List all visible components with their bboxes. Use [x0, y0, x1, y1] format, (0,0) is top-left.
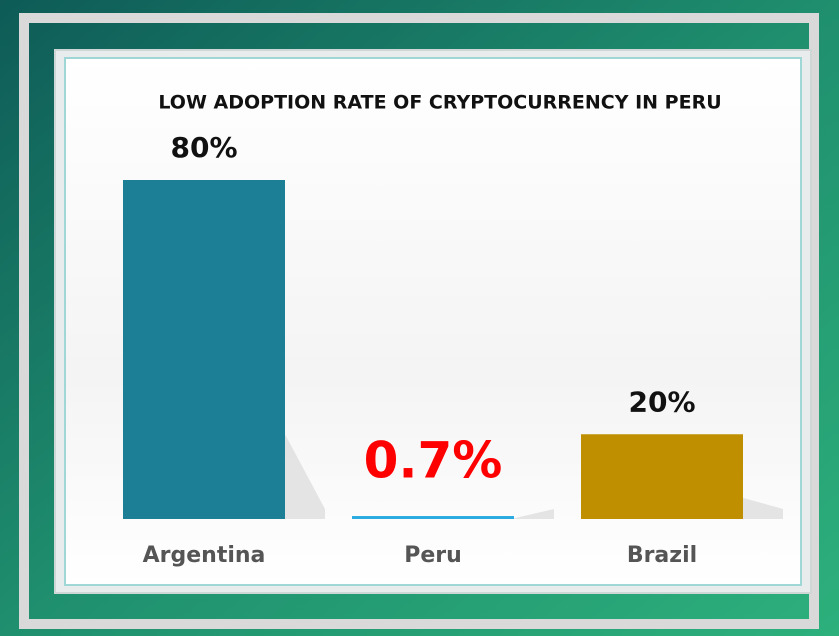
bar — [123, 180, 285, 519]
bar — [352, 516, 514, 519]
chart-title: LOW ADOPTION RATE OF CRYPTOCURRENCY IN P… — [158, 92, 721, 114]
x-tick-label: Peru — [404, 543, 462, 568]
value-label: 80% — [170, 131, 237, 164]
bar-shadow — [743, 497, 783, 519]
outer-frame — [19, 13, 819, 629]
bar-shadow — [514, 509, 554, 519]
value-label: 0.7% — [364, 432, 503, 490]
value-label: 20% — [628, 385, 695, 418]
bar-shadow — [285, 434, 325, 519]
x-tick-label: Brazil — [627, 543, 697, 568]
bar — [581, 434, 743, 519]
x-tick-label: Argentina — [143, 543, 266, 568]
